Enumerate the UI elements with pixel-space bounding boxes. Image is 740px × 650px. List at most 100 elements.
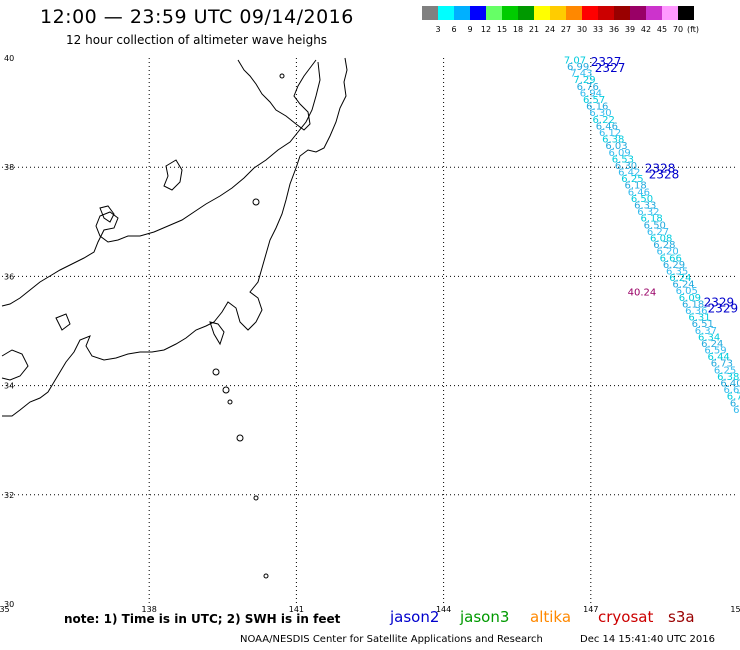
satellite-name: jason3 — [460, 608, 510, 626]
swh-value: 6.38 — [602, 135, 624, 146]
honshu-coastline — [2, 57, 348, 417]
pass-number-label: 2329 — [704, 295, 735, 309]
lat-tick-label: 38 — [4, 163, 14, 172]
legend-label: 24 — [544, 25, 556, 34]
legend-label: 9 — [467, 25, 473, 34]
swh-value: 6.30 — [615, 161, 637, 172]
swh-value: 6.30 — [589, 108, 611, 119]
footer-timestamp: Dec 14 15:41:40 UTC 2016 — [580, 634, 715, 645]
legend-swatch — [550, 6, 566, 20]
swh-value: 6.66 — [660, 253, 682, 264]
swh-value: 6.31 — [688, 313, 710, 324]
noto-peninsula — [99, 205, 115, 223]
lon-tick-label: 141 — [289, 605, 304, 614]
swh-value: 6.12 — [599, 128, 621, 139]
legend-swatch — [518, 6, 534, 20]
pass-number-label: 2327 — [591, 55, 622, 69]
swh-value: 6.28 — [653, 240, 675, 251]
swh-value: 6.27 — [647, 227, 669, 238]
swh-value: 6.50 — [631, 194, 653, 205]
map-subtitle: 12 hour collection of altimeter wave hei… — [66, 33, 328, 47]
swh-value: 6.34 — [698, 332, 720, 343]
lon-tick-label: 144 — [436, 605, 451, 614]
pass-number-label: 2327 — [595, 61, 626, 75]
swh-value: 6.24 — [672, 280, 694, 291]
legend-swatch — [534, 6, 550, 20]
swh-value: 6.29 — [663, 260, 685, 271]
swh-value: 6.22 — [593, 115, 615, 126]
legend-swatch — [582, 6, 598, 20]
lat-lon-grid — [2, 58, 738, 604]
swh-value: 6.18 — [682, 299, 704, 310]
legend-label: 70 — [672, 25, 684, 34]
axis-labels: 135 138 141 144 147 150 40 38 36 34 32 30 — [0, 54, 740, 614]
legend-label: 27 — [560, 25, 572, 34]
swh-value: 6.42 — [618, 168, 640, 179]
swh-value: 6.94 — [580, 88, 602, 99]
izu-island-3 — [227, 399, 233, 405]
swh-value: 6.44 — [708, 352, 730, 363]
swh-value: 6.37 — [695, 326, 717, 337]
swh-value: 6.73 — [711, 359, 733, 370]
pass-number-label: 2328 — [645, 162, 676, 176]
legend-swatch — [598, 6, 614, 20]
swh-value: 6.09 — [679, 293, 701, 304]
footer-credit: NOAA/NESDIS Center for Satellite Applica… — [240, 634, 543, 645]
lon-tick-label: 138 — [142, 605, 157, 614]
swh-value: 6.25 — [621, 174, 643, 185]
satellite-name: altika — [530, 608, 572, 626]
map-title: 12:00 — 23:59 UTC 09/14/2016 — [40, 6, 354, 28]
legend-label: 36 — [608, 25, 620, 34]
swh-value: 6.57 — [583, 95, 605, 106]
swh-value: 6.24 — [669, 273, 691, 284]
swh-value: 7.43 — [570, 69, 592, 80]
swh-value: 6.40 — [720, 379, 740, 390]
swh-value: 6.51 — [692, 319, 714, 330]
swh-value: 7.29 — [573, 75, 595, 86]
swh-value: 6.09 — [609, 148, 631, 159]
legend-swatch — [438, 6, 454, 20]
awaji-island — [55, 313, 71, 331]
satellite-name: s3a — [668, 608, 695, 626]
swh-value: 6.36 — [685, 306, 707, 317]
legend-swatch — [614, 6, 630, 20]
swh-value: 6.05 — [676, 286, 698, 297]
swh-value: 6.24 — [701, 339, 723, 350]
swh-highlight-value: 40.24 — [628, 288, 657, 299]
legend-label: 15 — [496, 25, 508, 34]
swh-value: 6.08 — [650, 233, 672, 244]
lat-tick-label: 36 — [4, 272, 14, 281]
legend-swatch — [422, 6, 438, 20]
legend-label: 3 — [435, 25, 441, 34]
lon-tick-label: 147 — [583, 605, 598, 614]
swh-value: 6.76 — [577, 82, 599, 93]
swh-value: 6.18 — [624, 181, 646, 192]
swh-value: 6.20 — [656, 247, 678, 258]
swh-value: 6.53 — [733, 405, 740, 416]
swh-value: 6.38 — [717, 372, 739, 383]
legend-label: 42 — [640, 25, 652, 34]
legend-swatch — [646, 6, 662, 20]
izu-island-2 — [222, 386, 230, 394]
lon-tick-label: 150 — [730, 605, 740, 614]
swh-value: 7.07 — [564, 55, 586, 66]
legend-swatch — [454, 6, 470, 20]
satellite-name: cryosat — [598, 608, 654, 626]
swh-value: 6.33 — [634, 201, 656, 212]
legend-label: 18 — [512, 25, 524, 34]
swh-value: 6.59 — [704, 346, 726, 357]
swh-value: 6.32 — [637, 207, 659, 218]
izu-island-4 — [236, 434, 244, 442]
lat-tick-label: 34 — [4, 382, 14, 391]
legend-swatch — [566, 6, 582, 20]
japan-sea-coastline — [1, 61, 321, 307]
swh-value: 6.79 — [727, 392, 740, 403]
legend-label: 12 — [480, 25, 492, 34]
swh-value: 6.03 — [605, 141, 627, 152]
legend-unit: (ft) — [686, 25, 700, 34]
legend-swatch — [502, 6, 518, 20]
pass-number-label: 2329 — [708, 301, 739, 315]
legend-swatch — [678, 6, 694, 20]
